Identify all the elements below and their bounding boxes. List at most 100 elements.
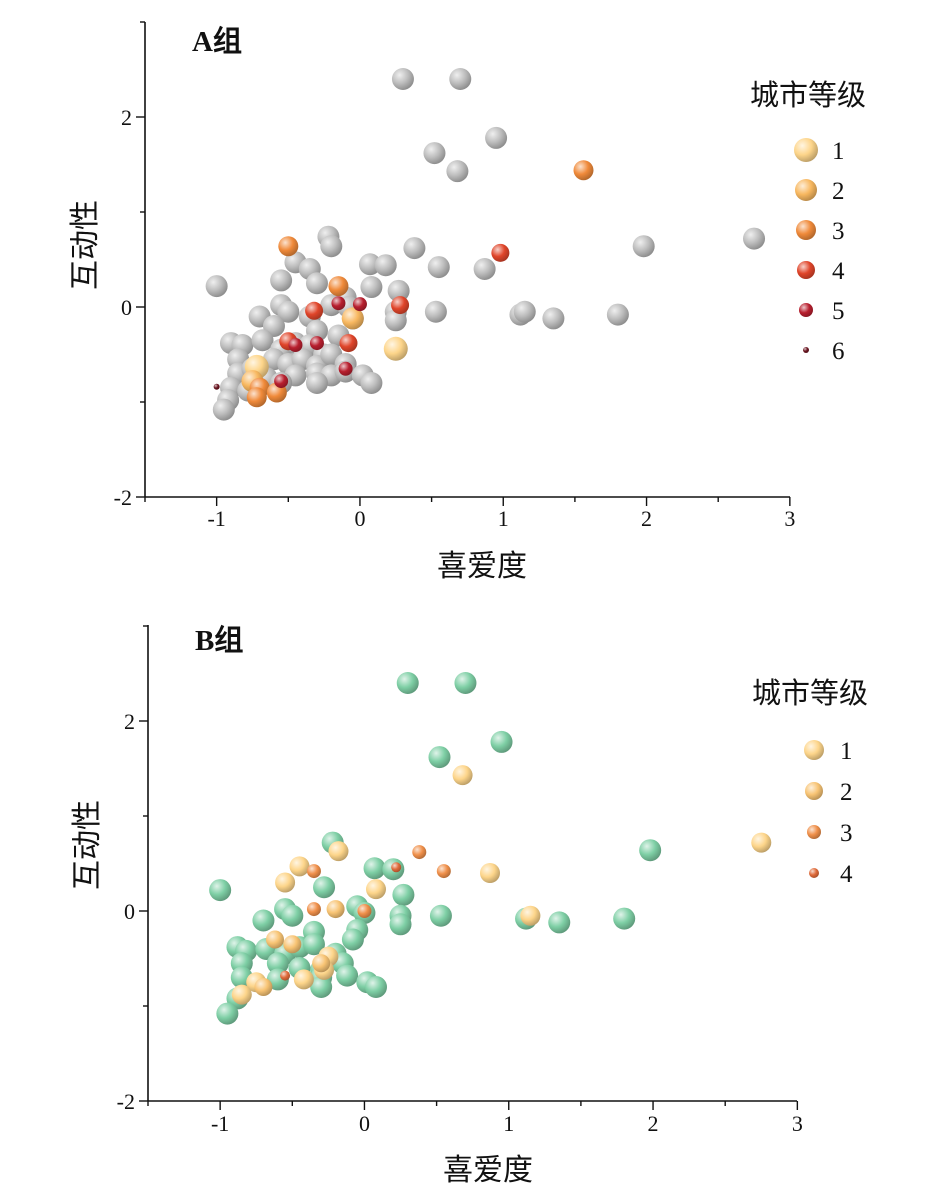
data-point-level-4 [280,970,291,981]
x-tick-label: 0 [359,1111,370,1136]
data-point-level-2 [265,930,284,949]
data-point-level-3 [306,864,321,879]
data-point-other [277,300,300,323]
data-point-other [266,952,289,975]
chart-panel-a: -1 0 1 2 3 -2 0 2 A组 喜爱度 互动性 城市等级 1 2 3 4 5 6 [0,0,945,590]
data-point-other [423,142,446,165]
data-point-other [429,904,452,927]
legend-label: 4 [840,861,853,888]
data-point-level-1 [289,856,310,877]
data-point-other [387,279,410,302]
data-point-other [358,253,381,276]
data-point-level-3 [306,902,321,917]
data-point-level-1 [231,984,252,1005]
data-point-level-1 [520,905,541,926]
data-point-other [485,126,508,149]
data-point-other [363,857,386,880]
data-point-level-1 [365,879,386,900]
y-tick-label: 2 [121,105,132,130]
data-point-level-3 [328,276,349,297]
chart-svg-b: -1 0 1 2 3 -2 0 2 B组 喜爱度 互动性 城市等级 1 2 3 4 [71,623,868,1187]
chart-panel-b: -1 0 1 2 3 -2 0 2 B组 喜爱度 互动性 城市等级 1 2 3 4 [0,600,945,1203]
data-point-other [424,300,447,323]
data-point-other [428,746,451,769]
y-tick-label: 2 [124,709,135,734]
data-point-level-3 [278,236,299,257]
legend-label: 1 [840,738,853,765]
legend-label: 3 [832,218,845,245]
data-point-level-1 [328,841,349,862]
data-point-other [513,300,536,323]
legend-label: 2 [840,779,853,806]
data-point-level-5 [309,336,324,351]
data-point-level-2 [341,307,364,330]
x-tick-label: 2 [641,506,652,531]
legend-label: 5 [832,298,845,325]
x-tick-label: 0 [354,506,365,531]
data-point-other [216,1002,239,1025]
data-point-other [313,876,336,899]
data-point-level-5 [288,338,303,352]
data-point-level-1 [275,872,296,893]
data-point-other [252,909,275,932]
legend-marker [796,220,816,240]
data-point-level-2 [283,935,302,954]
y-tick-label: 0 [121,295,132,320]
data-point-other [403,237,426,260]
data-point-other [341,928,364,951]
legend-label: 3 [840,820,853,847]
data-point-other [364,976,387,998]
chart-ticks-b: -1 0 1 2 3 -2 0 2 [117,625,803,1136]
data-point-other [446,160,469,183]
data-point-other [542,307,565,330]
data-point-other [310,976,333,998]
chart-points-b [209,672,772,1025]
data-point-other [360,372,383,394]
legend-title: 城市等级 [752,677,868,710]
legend-marker [809,868,819,878]
data-point-level-4 [391,296,410,315]
data-point-other [606,303,629,326]
chart-title: B组 [195,623,243,657]
data-point-other [305,272,328,295]
x-axis-label: 喜爱度 [437,550,527,583]
data-point-level-6 [213,383,220,390]
data-point-level-4 [391,862,402,873]
data-point-level-2 [326,900,345,919]
data-point-other [473,258,496,280]
y-axis-label: 互动性 [69,200,102,290]
x-axis-label: 喜爱度 [443,1154,533,1187]
data-point-other [360,276,383,299]
data-point-level-4 [339,334,358,353]
data-point-other [639,839,662,862]
legend-a: 城市等级 1 2 3 4 5 6 [750,79,866,365]
chart-ticks-a: -1 0 1 2 3 -2 0 2 [114,21,795,531]
legend-marker [795,179,817,201]
data-point-level-1 [383,336,408,361]
legend-label: 4 [832,258,845,285]
data-point-level-1 [452,765,473,786]
legend-marker [807,825,821,839]
x-tick-label: -1 [211,1111,229,1136]
chart-svg-a: -1 0 1 2 3 -2 0 2 A组 喜爱度 互动性 城市等级 1 2 3 4 5 6 [69,21,866,583]
data-point-level-5 [338,361,353,376]
chart-axes-b [147,625,797,1102]
legend-marker [804,740,824,760]
data-point-level-3 [357,904,372,918]
data-point-level-5 [331,296,346,311]
data-point-other [632,235,655,258]
data-point-level-4 [491,243,510,262]
y-tick-label: -2 [117,1089,135,1114]
data-point-other [389,913,412,936]
data-point-level-3 [246,387,267,408]
data-point-level-1 [293,969,314,990]
data-point-other [392,883,415,906]
chart-title: A组 [192,24,242,58]
data-point-other [212,398,235,421]
legend-b: 城市等级 1 2 3 4 [752,677,868,888]
x-tick-label: 3 [784,506,795,531]
data-point-other [336,964,359,987]
legend-label: 1 [832,138,845,165]
chart-points-a [205,68,766,421]
data-point-level-5 [274,374,289,389]
